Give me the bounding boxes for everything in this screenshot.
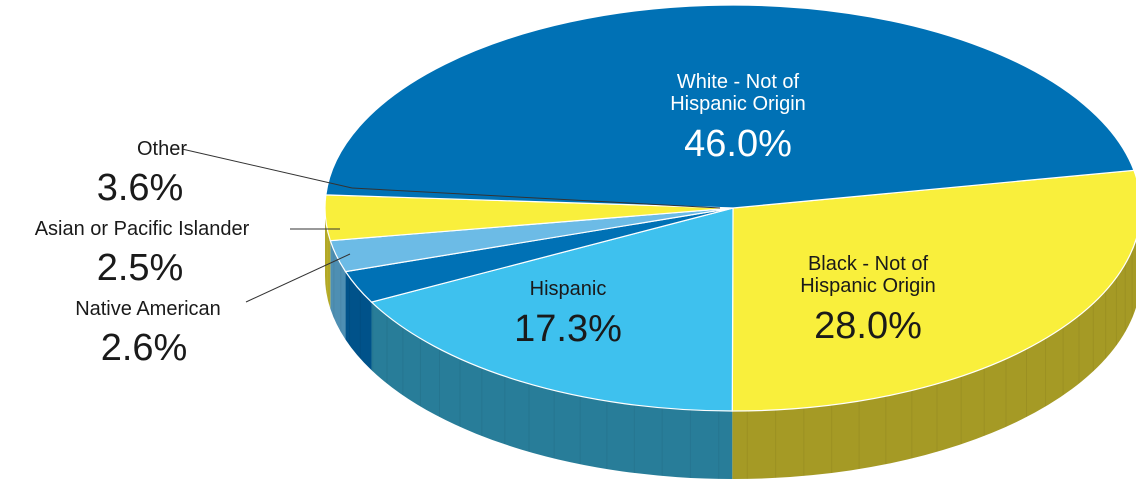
pie-slices	[324, 4, 1136, 412]
pie-slice-1	[731, 169, 1136, 412]
pie-slice-2	[370, 207, 734, 412]
pie-side-4-0	[330, 240, 346, 340]
leader-line-3	[245, 253, 351, 303]
slice-label-name-4: Asian or Pacific Islander	[35, 218, 250, 240]
slice-label-name-0: White - Not of	[677, 71, 800, 93]
slice-label-value-0: 46.0%	[684, 123, 792, 165]
leader-lines	[181, 148, 721, 303]
slice-label-value-3: 2.6%	[101, 327, 188, 369]
pie-side-1-0	[732, 239, 1136, 480]
pie-slice-0	[325, 4, 1135, 209]
slice-label-name-1: Hispanic Origin	[800, 275, 936, 297]
slice-label-name-5: Other	[137, 138, 187, 160]
leader-line-5	[181, 148, 353, 189]
pie-side-5-0	[325, 208, 331, 309]
slice-label-value-1: 28.0%	[814, 305, 922, 347]
slice-label-name-0: Hispanic Origin	[670, 93, 806, 115]
slice-label-value-5: 3.6%	[97, 167, 184, 209]
slice-label-value-2: 17.3%	[514, 308, 622, 350]
slice-label-name-2: Hispanic	[530, 278, 607, 300]
leader-line-5-inner	[351, 187, 721, 209]
slice-label-name-3: Native American	[75, 298, 221, 320]
slice-label-value-4: 2.5%	[97, 247, 184, 289]
slice-label-name-1: Black - Not of	[808, 253, 928, 275]
